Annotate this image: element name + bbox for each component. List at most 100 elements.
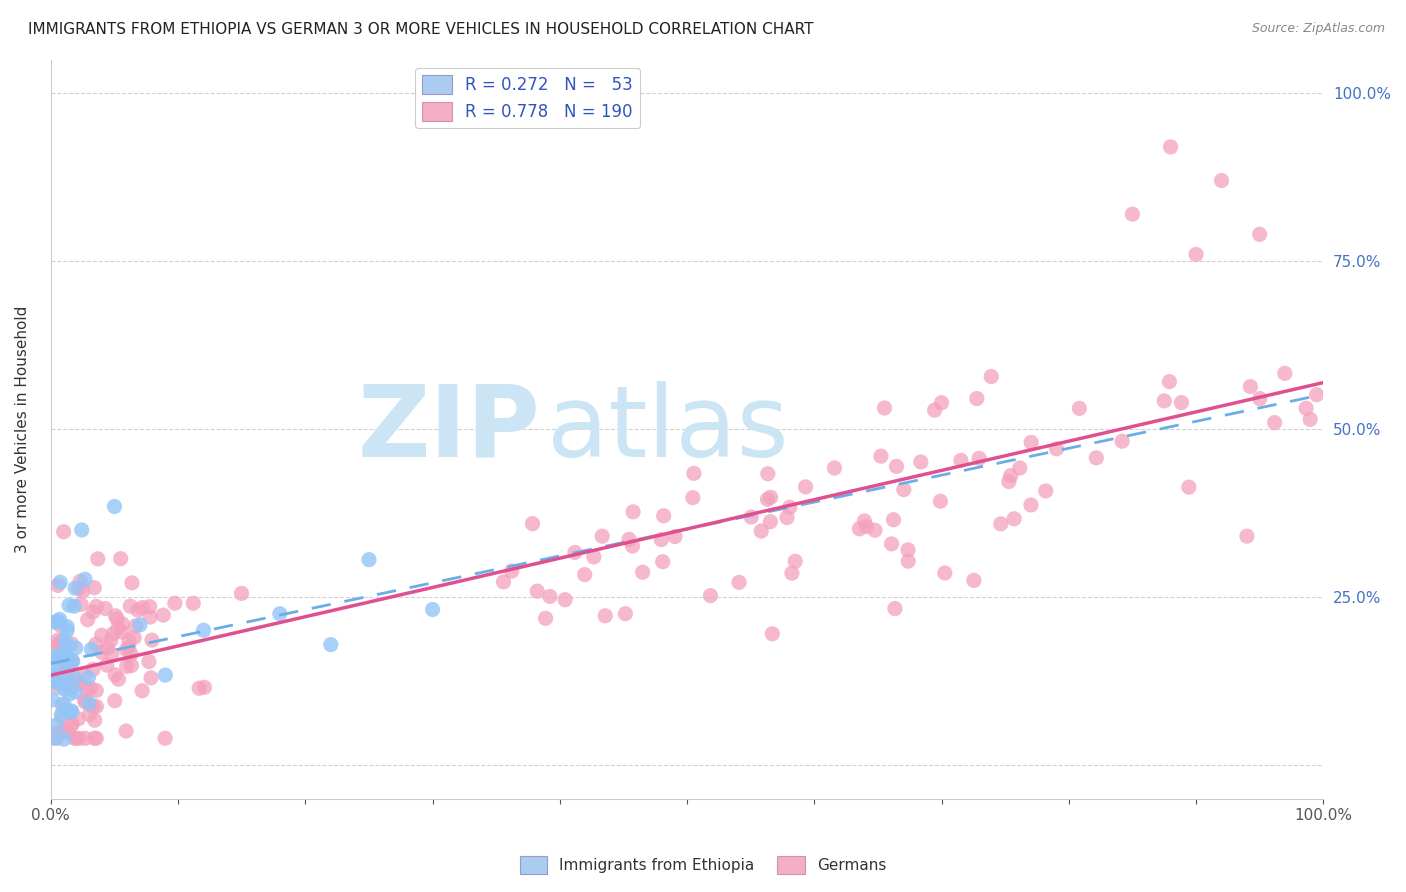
Point	[621, 539, 644, 553]
Point	[749, 524, 772, 538]
Point	[683, 467, 706, 481]
Point	[554, 592, 576, 607]
Point	[69, 677, 91, 691]
Point	[52, 681, 75, 696]
Point	[1008, 461, 1031, 475]
Point	[60, 681, 83, 695]
Point	[231, 586, 253, 600]
Point	[56, 624, 79, 638]
Point	[582, 549, 605, 564]
Point	[70, 523, 93, 537]
Point	[1019, 435, 1042, 450]
Point	[591, 529, 613, 543]
Point	[155, 668, 177, 682]
Point	[97, 640, 120, 655]
Point	[44, 674, 66, 689]
Point	[82, 662, 104, 676]
Point	[51, 711, 73, 725]
Point	[41, 665, 63, 680]
Point	[880, 537, 903, 551]
Point	[998, 475, 1021, 489]
Point	[652, 508, 675, 523]
Point	[101, 648, 124, 662]
Point	[80, 642, 103, 657]
Point	[949, 453, 972, 467]
Point	[84, 637, 107, 651]
Point	[886, 459, 908, 474]
Point	[1305, 387, 1327, 401]
Point	[86, 599, 108, 614]
Point	[63, 671, 86, 685]
Point	[1211, 173, 1233, 187]
Point	[76, 613, 98, 627]
Point	[45, 718, 67, 732]
Point	[534, 611, 557, 625]
Point	[76, 682, 98, 697]
Text: Source: ZipAtlas.com: Source: ZipAtlas.com	[1251, 22, 1385, 36]
Point	[1185, 247, 1208, 261]
Point	[63, 599, 86, 614]
Point	[60, 704, 83, 718]
Point	[105, 612, 128, 626]
Point	[756, 467, 779, 481]
Point	[46, 639, 69, 653]
Point	[848, 522, 870, 536]
Point	[1000, 468, 1022, 483]
Point	[60, 654, 83, 668]
Point	[115, 643, 138, 657]
Point	[780, 566, 803, 581]
Point	[873, 401, 896, 415]
Point	[617, 533, 640, 547]
Point	[46, 615, 69, 629]
Point	[139, 671, 162, 685]
Point	[49, 575, 72, 590]
Point	[90, 645, 112, 659]
Point	[70, 598, 93, 612]
Point	[929, 494, 952, 508]
Point	[853, 514, 876, 528]
Point	[650, 533, 672, 547]
Point	[60, 717, 83, 731]
Point	[84, 731, 107, 746]
Point	[60, 637, 83, 651]
Point	[52, 732, 75, 747]
Point	[631, 565, 654, 579]
Point	[63, 673, 86, 688]
Point	[115, 659, 138, 673]
Point	[131, 600, 153, 615]
Point	[104, 608, 127, 623]
Point	[83, 731, 105, 746]
Point	[58, 599, 80, 613]
Point	[69, 574, 91, 589]
Point	[1249, 227, 1271, 242]
Point	[934, 566, 956, 580]
Point	[728, 575, 751, 590]
Text: IMMIGRANTS FROM ETHIOPIA VS GERMAN 3 OR MORE VEHICLES IN HOUSEHOLD CORRELATION C: IMMIGRANTS FROM ETHIOPIA VS GERMAN 3 OR …	[28, 22, 814, 37]
Point	[58, 656, 80, 670]
Point	[63, 685, 86, 699]
Point	[1264, 416, 1286, 430]
Point	[1236, 529, 1258, 543]
Point	[41, 692, 63, 706]
Point	[111, 616, 134, 631]
Point	[759, 490, 782, 504]
Point	[893, 483, 915, 497]
Point	[1160, 140, 1182, 154]
Point	[138, 655, 160, 669]
Point	[1274, 367, 1296, 381]
Point	[51, 724, 73, 739]
Point	[83, 581, 105, 595]
Point	[73, 693, 96, 707]
Point	[115, 724, 138, 739]
Point	[1121, 207, 1143, 221]
Point	[84, 683, 107, 698]
Point	[42, 669, 65, 683]
Point	[46, 731, 69, 746]
Text: atlas: atlas	[547, 381, 789, 478]
Point	[1069, 401, 1091, 416]
Point	[56, 658, 79, 673]
Point	[111, 625, 134, 640]
Point	[501, 564, 523, 578]
Point	[59, 687, 82, 701]
Point	[46, 725, 69, 739]
